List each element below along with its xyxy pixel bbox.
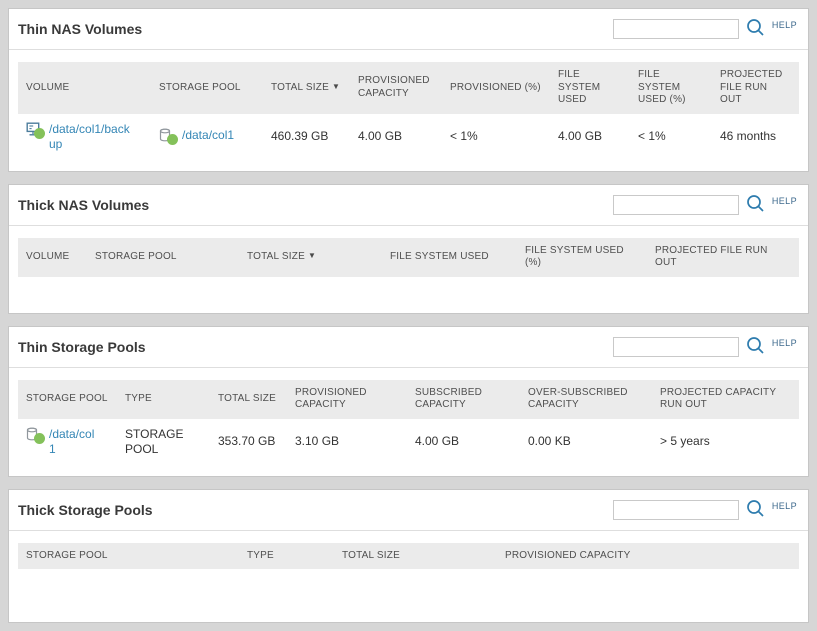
help-link[interactable]: HELP (772, 501, 797, 511)
table-row: /data/col1 STORAGE POOL 353.70 GB 3.10 G… (18, 419, 799, 465)
volume-link[interactable]: /data/col1/backup (49, 122, 133, 152)
column-header-total-size[interactable]: TOTAL SIZE (334, 543, 497, 570)
empty-table-body (18, 569, 799, 611)
column-header-provisioned-capacity[interactable]: PROVISIONED CAPACITY (497, 543, 799, 570)
search-button[interactable] (746, 18, 765, 40)
search-icon (746, 18, 765, 40)
panel-header: Thick NAS Volumes HELP (9, 185, 808, 226)
projected-file-run-out-cell: 46 months (712, 114, 799, 160)
capacity-dashboard: Thin NAS Volumes HELP VOLUME STORAGE POO… (0, 0, 817, 631)
table-header-row: VOLUME STORAGE POOL TOTAL SIZE▼ PROVISIO… (18, 62, 799, 114)
thin-storage-pools-table: STORAGE POOL TYPE TOTAL SIZE PROVISIONED… (18, 380, 799, 465)
sort-desc-icon: ▼ (308, 251, 316, 260)
panel-thin-storage-pools: Thin Storage Pools HELP STORAGE POOL TYP… (8, 326, 809, 477)
total-size-cell: 460.39 GB (263, 114, 350, 160)
volume-cell: /data/col1/backup (18, 114, 151, 160)
panel-header: Thin NAS Volumes HELP (9, 9, 808, 50)
storage-pool-cell: /data/col1 (151, 114, 263, 160)
projected-capacity-run-out-cell: > 5 years (652, 419, 799, 465)
column-header-storage-pool[interactable]: STORAGE POOL (87, 238, 239, 277)
column-header-volume[interactable]: VOLUME (18, 238, 87, 277)
search-area: HELP (613, 336, 799, 358)
search-area: HELP (613, 18, 799, 40)
column-header-provisioned-pct[interactable]: PROVISIONED (%) (442, 62, 550, 114)
column-header-over-subscribed-capacity[interactable]: OVER-SUBSCRIBED CAPACITY (520, 380, 652, 419)
column-header-storage-pool[interactable]: STORAGE POOL (18, 380, 117, 419)
search-icon (746, 336, 765, 358)
column-header-type[interactable]: TYPE (117, 380, 210, 419)
panel-thick-storage-pools: Thick Storage Pools HELP STORAGE POOL TY… (8, 489, 809, 624)
panel-header: Thick Storage Pools HELP (9, 490, 808, 531)
column-header-projected-file-run-out[interactable]: PROJECTED FILE RUN OUT (647, 238, 799, 277)
help-link[interactable]: HELP (772, 20, 797, 30)
file-system-used-cell: 4.00 GB (550, 114, 630, 160)
panel-header: Thin Storage Pools HELP (9, 327, 808, 368)
column-header-total-size[interactable]: TOTAL SIZE (210, 380, 287, 419)
search-input[interactable] (613, 500, 739, 520)
help-link[interactable]: HELP (772, 196, 797, 206)
type-cell: STORAGE POOL (117, 419, 210, 465)
status-online-icon (34, 433, 45, 444)
provisioned-capacity-cell: 4.00 GB (350, 114, 442, 160)
column-header-storage-pool[interactable]: STORAGE POOL (18, 543, 239, 570)
search-input[interactable] (613, 195, 739, 215)
column-header-projected-file-run-out[interactable]: PROJECTED FILE RUN OUT (712, 62, 799, 114)
file-system-used-pct-cell: < 1% (630, 114, 712, 160)
panel-thick-nas-volumes: Thick NAS Volumes HELP VOLUME STORAGE PO… (8, 184, 809, 314)
column-header-provisioned-capacity[interactable]: PROVISIONED CAPACITY (287, 380, 407, 419)
search-button[interactable] (746, 194, 765, 216)
sort-desc-icon: ▼ (332, 82, 340, 91)
panel-thin-nas-volumes: Thin NAS Volumes HELP VOLUME STORAGE POO… (8, 8, 809, 172)
panel-title: Thick Storage Pools (18, 502, 153, 518)
column-header-file-system-used[interactable]: FILE SYSTEM USED (550, 62, 630, 114)
table-header-row: VOLUME STORAGE POOL TOTAL SIZE▼ FILE SYS… (18, 238, 799, 277)
table-header-row: STORAGE POOL TYPE TOTAL SIZE PROVISIONED… (18, 543, 799, 570)
panel-title: Thin Storage Pools (18, 339, 146, 355)
search-icon (746, 194, 765, 216)
panel-title: Thin NAS Volumes (18, 21, 142, 37)
column-header-file-system-used-pct[interactable]: FILE SYSTEM USED (%) (517, 238, 647, 277)
column-header-projected-capacity-run-out[interactable]: PROJECTED CAPACITY RUN OUT (652, 380, 799, 419)
total-size-cell: 353.70 GB (210, 419, 287, 465)
storage-pool-cell: /data/col1 (18, 419, 117, 465)
empty-table-body (18, 277, 799, 302)
provisioned-pct-cell: < 1% (442, 114, 550, 160)
column-header-type[interactable]: TYPE (239, 543, 334, 570)
panel-title: Thick NAS Volumes (18, 197, 149, 213)
search-input[interactable] (613, 19, 739, 39)
table-row: /data/col1/backup /data/col1 (18, 114, 799, 160)
subscribed-capacity-cell: 4.00 GB (407, 419, 520, 465)
thin-nas-volumes-table: VOLUME STORAGE POOL TOTAL SIZE▼ PROVISIO… (18, 62, 799, 160)
column-header-total-size[interactable]: TOTAL SIZE▼ (239, 238, 382, 277)
column-header-storage-pool[interactable]: STORAGE POOL (151, 62, 263, 114)
storage-pool-link[interactable]: /data/col1 (182, 128, 234, 143)
column-header-file-system-used[interactable]: FILE SYSTEM USED (382, 238, 517, 277)
search-icon (746, 499, 765, 521)
column-header-volume[interactable]: VOLUME (18, 62, 151, 114)
search-area: HELP (613, 194, 799, 216)
provisioned-capacity-cell: 3.10 GB (287, 419, 407, 465)
status-online-icon (167, 134, 178, 145)
thick-storage-pools-table: STORAGE POOL TYPE TOTAL SIZE PROVISIONED… (18, 543, 799, 570)
storage-pool-link[interactable]: /data/col1 (49, 427, 101, 457)
table-header-row: STORAGE POOL TYPE TOTAL SIZE PROVISIONED… (18, 380, 799, 419)
status-online-icon (34, 128, 45, 139)
help-link[interactable]: HELP (772, 338, 797, 348)
column-header-subscribed-capacity[interactable]: SUBSCRIBED CAPACITY (407, 380, 520, 419)
over-subscribed-capacity-cell: 0.00 KB (520, 419, 652, 465)
thick-nas-volumes-table: VOLUME STORAGE POOL TOTAL SIZE▼ FILE SYS… (18, 238, 799, 277)
search-area: HELP (613, 499, 799, 521)
search-button[interactable] (746, 336, 765, 358)
search-input[interactable] (613, 337, 739, 357)
column-header-total-size[interactable]: TOTAL SIZE▼ (263, 62, 350, 114)
search-button[interactable] (746, 499, 765, 521)
column-header-file-system-used-pct[interactable]: FILE SYSTEM USED (%) (630, 62, 712, 114)
column-header-provisioned-capacity[interactable]: PROVISIONED CAPACITY (350, 62, 442, 114)
